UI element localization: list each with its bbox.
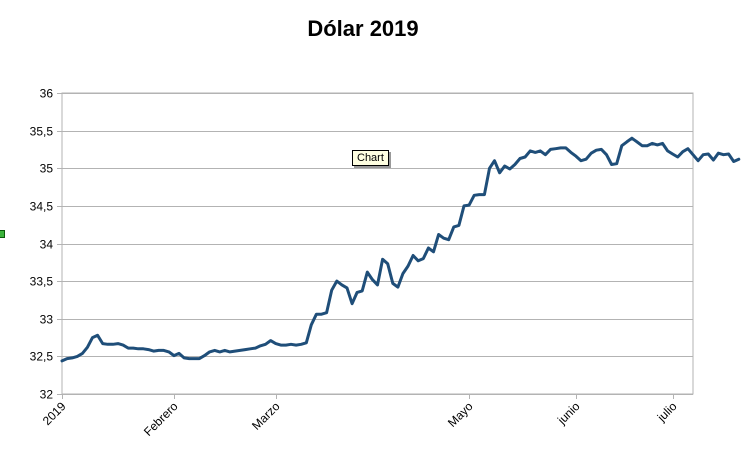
chart-tooltip: Chart [352,150,389,166]
selection-handle[interactable] [0,230,5,238]
y-tick-label: 32,5 [30,350,54,364]
series-line [60,136,741,363]
y-tick-label: 34 [40,238,54,252]
plot-frame [61,92,694,395]
y-tick-label: 36 [40,87,54,101]
series-layer [60,136,741,363]
x-tick-label: Febrero [141,399,181,439]
y-tick-label: 33 [40,313,54,327]
y-tick-label: 32 [40,388,54,402]
y-tick-labels: 32 32,5 33 33,5 34 34,5 35 35,5 36 [30,87,54,402]
x-tick-label: Marzo [249,399,283,433]
y-tick-label: 35,5 [30,125,54,139]
y-tick-label: 33,5 [30,275,54,289]
x-tick-label: junio [554,399,583,428]
chart-title: Dólar 2019 [307,16,418,41]
y-tick-label: 35 [40,162,54,176]
x-tick-label: 2019 [40,399,69,428]
x-tick-labels: 2019 Febrero Marzo Mayo junio julio [40,399,680,439]
x-tick-label: Mayo [445,399,476,430]
y-tick-label: 34,5 [30,200,54,214]
x-tick-label: julio [654,399,680,425]
axis-layer [57,92,694,399]
